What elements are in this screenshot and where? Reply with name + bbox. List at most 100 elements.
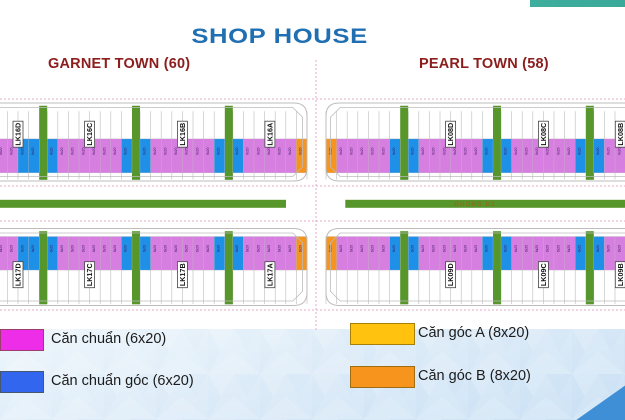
svg-text:6x20: 6x20 [142,245,146,252]
svg-text:6x20: 6x20 [535,147,539,154]
svg-text:6x20: 6x20 [195,147,199,154]
svg-text:6x20: 6x20 [217,245,221,252]
svg-text:6x20: 6x20 [164,245,168,252]
svg-text:6x20: 6x20 [392,147,396,154]
svg-text:6x20: 6x20 [92,147,96,154]
svg-text:6x20: 6x20 [556,147,560,154]
svg-text:LK09B: LK09B [616,263,625,286]
svg-text:6x20: 6x20 [10,147,14,154]
svg-text:6x20: 6x20 [360,147,364,154]
svg-text:6x20: 6x20 [20,147,24,154]
svg-text:LK17B: LK17B [178,263,187,286]
svg-text:6x20: 6x20 [453,245,457,252]
svg-text:6x20: 6x20 [10,245,14,252]
svg-text:6x20: 6x20 [0,245,3,252]
svg-text:6x20: 6x20 [474,147,478,154]
svg-text:6x20: 6x20 [278,245,282,252]
svg-text:6x20: 6x20 [411,245,415,252]
svg-text:LK08C: LK08C [539,123,548,146]
svg-text:6x20: 6x20 [556,245,560,252]
svg-text:6x20: 6x20 [113,245,117,252]
svg-text:6x20: 6x20 [350,147,354,154]
svg-text:LK08B: LK08B [616,123,625,146]
svg-text:6x20: 6x20 [546,147,550,154]
svg-text:6x20: 6x20 [246,147,250,154]
svg-text:6x20: 6x20 [50,245,54,252]
svg-text:LK16D: LK16D [14,123,23,146]
svg-text:LK17D: LK17D [14,263,23,286]
svg-text:6x20: 6x20 [20,245,24,252]
svg-text:6x20: 6x20 [195,245,199,252]
svg-text:6x20: 6x20 [464,147,468,154]
svg-text:6x20: 6x20 [153,245,157,252]
svg-text:6x20: 6x20 [256,245,260,252]
svg-text:6x20: 6x20 [392,245,396,252]
svg-text:6x20: 6x20 [164,147,168,154]
svg-text:6x20: 6x20 [567,245,571,252]
svg-text:6x20: 6x20 [596,245,600,252]
svg-text:6x20: 6x20 [485,147,489,154]
svg-text:6x20: 6x20 [453,147,457,154]
svg-text:6x20: 6x20 [235,245,239,252]
svg-text:6x20: 6x20 [256,147,260,154]
svg-text:6x20: 6x20 [206,147,210,154]
svg-text:LK17A: LK17A [265,263,274,286]
svg-text:6x20: 6x20 [442,245,446,252]
svg-text:6x20: 6x20 [217,147,221,154]
svg-text:LK09D: LK09D [446,263,455,286]
svg-text:6x20: 6x20 [31,245,35,252]
svg-text:6x20: 6x20 [421,147,425,154]
svg-text:6x20: 6x20 [0,147,3,154]
svg-text:6x20: 6x20 [607,147,611,154]
svg-text:6x20: 6x20 [103,245,107,252]
svg-text:6x20: 6x20 [278,147,282,154]
svg-text:6x20: 6x20 [103,147,107,154]
svg-text:6x20: 6x20 [235,147,239,154]
svg-text:LK16C: LK16C [85,123,94,146]
svg-text:6x20: 6x20 [474,245,478,252]
svg-text:6x20: 6x20 [142,147,146,154]
svg-text:6x20: 6x20 [546,245,550,252]
svg-text:6x20: 6x20 [350,245,354,252]
svg-text:6x20: 6x20 [485,245,489,252]
svg-text:LK08D: LK08D [446,123,455,146]
svg-text:6x20: 6x20 [525,147,529,154]
svg-text:6x20: 6x20 [371,147,375,154]
svg-text:6x20: 6x20 [267,245,271,252]
svg-text:6x20: 6x20 [50,147,54,154]
svg-text:6x20: 6x20 [288,245,292,252]
svg-text:6x20: 6x20 [617,245,621,252]
svg-text:6x20: 6x20 [185,245,189,252]
svg-text:6x20: 6x20 [288,147,292,154]
svg-text:6x20: 6x20 [421,245,425,252]
svg-text:6x20: 6x20 [371,245,375,252]
svg-text:LK16A: LK16A [266,123,275,146]
svg-text:6x20: 6x20 [432,147,436,154]
svg-text:6x20: 6x20 [60,147,64,154]
svg-text:6x20: 6x20 [503,245,507,252]
svg-text:6x20: 6x20 [60,245,64,252]
svg-text:6x20: 6x20 [81,147,85,154]
svg-text:6x20: 6x20 [124,147,128,154]
svg-text:6x20: 6x20 [514,147,518,154]
svg-text:6x20: 6x20 [411,147,415,154]
svg-text:6x20: 6x20 [503,147,507,154]
svg-text:6x20: 6x20 [442,147,446,154]
svg-text:LK17C: LK17C [85,263,94,286]
svg-text:6x20: 6x20 [525,245,529,252]
svg-text:6x20: 6x20 [185,147,189,154]
svg-text:6x20: 6x20 [617,147,621,154]
svg-text:6x20: 6x20 [339,245,343,252]
svg-text:6x20: 6x20 [535,245,539,252]
svg-text:6x20: 6x20 [514,245,518,252]
svg-text:6x20: 6x20 [174,245,178,252]
svg-text:6x20: 6x20 [381,245,385,252]
svg-text:6x20: 6x20 [464,245,468,252]
svg-text:6x20: 6x20 [153,147,157,154]
svg-text:6x20: 6x20 [113,147,117,154]
svg-text:6x20: 6x20 [124,245,128,252]
svg-text:6x20: 6x20 [567,147,571,154]
svg-text:LK16B: LK16B [178,123,187,146]
svg-text:6x20: 6x20 [174,147,178,154]
svg-text:6x20: 6x20 [578,245,582,252]
